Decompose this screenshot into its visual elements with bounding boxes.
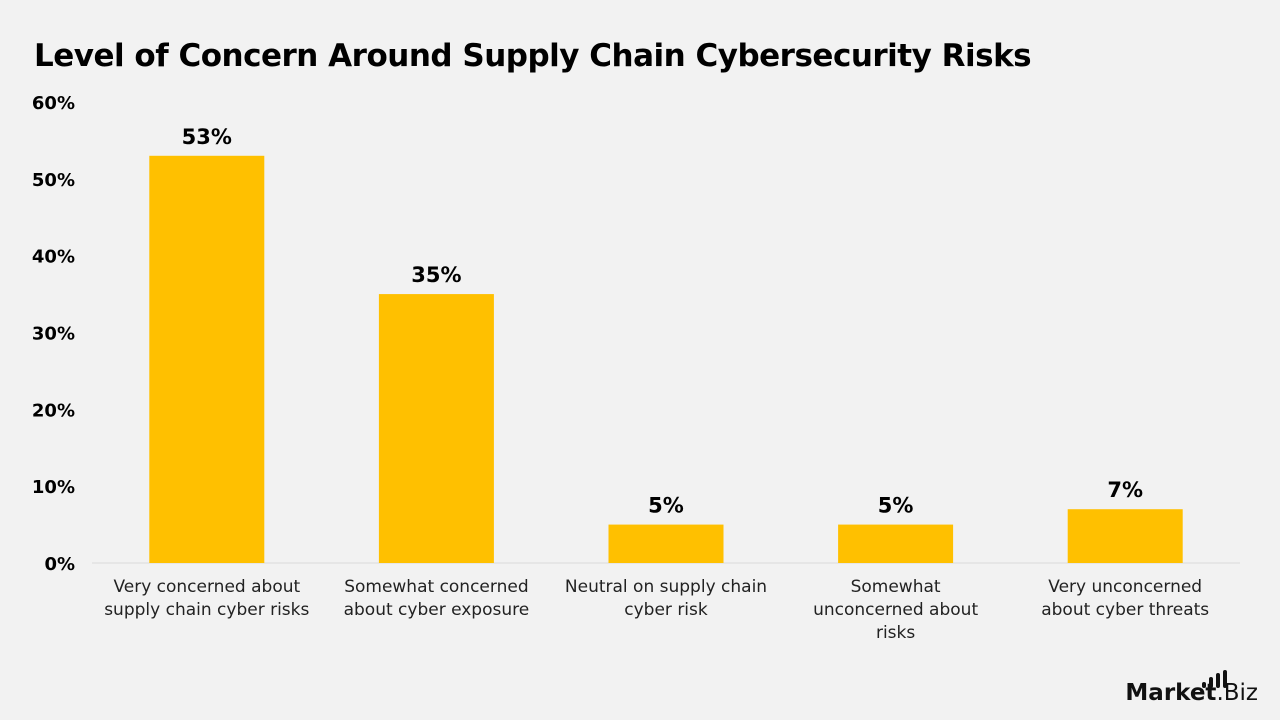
x-tick-label: Somewhat unconcerned about risks <box>813 577 978 643</box>
bar <box>149 155 265 564</box>
data-label: 7% <box>1107 478 1143 502</box>
y-tick-label: 40% <box>32 247 75 268</box>
data-label: 5% <box>648 494 684 518</box>
logo-bar-icon <box>1216 673 1220 688</box>
data-label: 5% <box>878 494 914 518</box>
bar <box>608 524 724 563</box>
bar <box>838 524 954 563</box>
y-tick-label: 20% <box>32 400 75 421</box>
data-label: 53% <box>182 125 232 149</box>
logo-text-regular: .Biz <box>1216 680 1258 706</box>
bar <box>1067 509 1183 563</box>
x-tick-label: Very concerned about supply chain cyber r… <box>104 577 309 620</box>
x-tick-label: Neutral on supply chain cyber risk <box>565 577 767 620</box>
chart-title: Level of Concern Around Supply Chain Cyb… <box>34 38 1032 74</box>
y-tick-label: 10% <box>32 477 75 498</box>
logo-bar-icon <box>1209 677 1213 688</box>
marketbiz-logo: Market .Biz <box>1125 680 1258 706</box>
logo-text-bold: Market <box>1125 680 1217 706</box>
y-tick-label: 30% <box>32 324 75 345</box>
y-tick-label: 0% <box>44 554 75 575</box>
bar <box>378 294 494 563</box>
y-tick-label: 60% <box>32 93 75 114</box>
y-tick-label: 50% <box>32 170 75 191</box>
x-tick-label: Somewhat concerned about cyber exposure <box>344 577 530 620</box>
logo-bar-icon <box>1223 670 1227 688</box>
data-label: 35% <box>411 263 461 287</box>
x-tick-label: Very unconcerned about cyber threats <box>1041 577 1209 620</box>
logo-bar-icon <box>1202 682 1206 688</box>
